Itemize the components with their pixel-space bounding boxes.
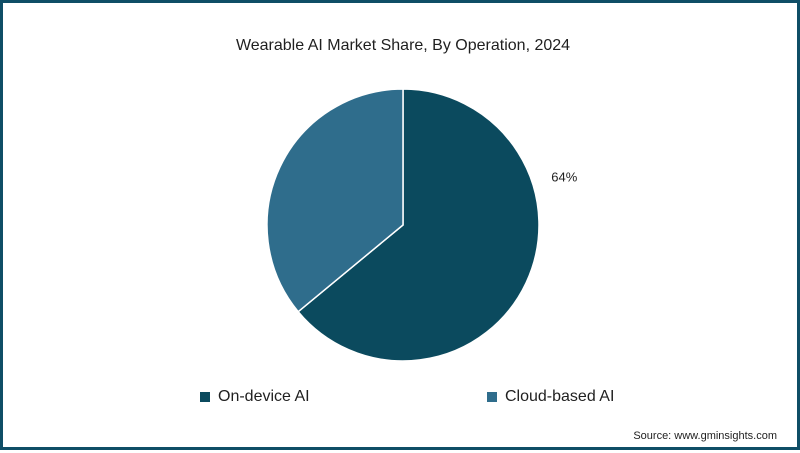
- data-label-on-device-ai: 64%: [551, 169, 577, 184]
- legend-swatch-on-device-ai: [200, 392, 210, 402]
- legend-item-on-device-ai: On-device AI: [200, 388, 310, 406]
- legend: On-device AI Cloud-based AI: [3, 388, 800, 410]
- chart-title: Wearable AI Market Share, By Operation, …: [235, 37, 571, 54]
- source-note: Source: www.gminsights.com: [633, 430, 777, 442]
- pie-chart: 64%: [266, 88, 578, 362]
- legend-label-cloud-based-ai: Cloud-based AI: [505, 388, 615, 405]
- pie-slice-cloud-based-ai: [266, 88, 404, 313]
- pie-slice-on-device-ai: [297, 88, 540, 362]
- legend-swatch-cloud-based-ai: [487, 392, 497, 402]
- legend-label-on-device-ai: On-device AI: [218, 388, 310, 405]
- legend-item-cloud-based-ai: Cloud-based AI: [487, 388, 614, 406]
